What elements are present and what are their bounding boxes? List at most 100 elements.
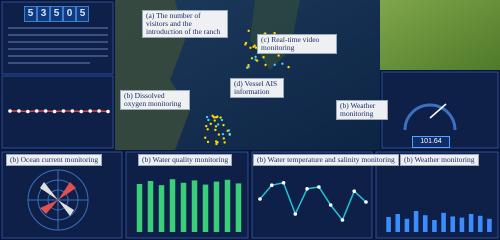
oxygen-line-point: [26, 109, 30, 114]
oxygen-line-point: [43, 109, 48, 113]
vessel: [273, 63, 276, 66]
vessel: [206, 128, 209, 131]
vessel: [227, 129, 231, 132]
counter-digit: 5: [50, 6, 63, 22]
weather-bar: [477, 215, 483, 232]
oxygen-line-point: [97, 109, 101, 113]
vessel: [217, 133, 221, 136]
oxygen-line-point: [106, 109, 110, 114]
annotation: (b) Water quality monitoring: [138, 154, 233, 166]
annotation: (b) Dissolved oxygen monitoring: [120, 90, 190, 110]
vessel: [221, 132, 225, 136]
temperature-line-point: [281, 181, 286, 185]
oxygen-line-point: [88, 109, 92, 113]
temperature-line: [259, 181, 367, 222]
weather-bar: [468, 214, 474, 232]
panel: [1, 1, 114, 75]
oxygen-line-point: [79, 109, 84, 114]
vessel: [215, 142, 218, 146]
annotation: (a) The number of visitors and the intro…: [142, 10, 228, 38]
weather-bar: [395, 214, 401, 232]
vessel: [205, 124, 208, 128]
vessel: [216, 123, 220, 126]
quality-bar: [191, 180, 198, 232]
weather-bar: [413, 211, 419, 232]
vessel: [228, 133, 231, 136]
vessel: [277, 54, 280, 57]
temperature-line-point: [258, 197, 262, 201]
vessel: [264, 63, 267, 67]
vessel: [262, 56, 265, 59]
ocean-current-wedges: [40, 182, 76, 216]
quality-bar: [180, 182, 187, 232]
oxygen-line-point: [70, 109, 75, 113]
vessel: [220, 118, 224, 122]
counter-digit: 3: [37, 6, 50, 22]
vessel: [254, 46, 258, 49]
vessel: [205, 115, 209, 119]
vessel: [211, 114, 214, 118]
temperature-line-point: [352, 189, 357, 193]
vessel: [214, 140, 218, 143]
temperature-line-point: [328, 203, 333, 207]
annotation: (d) Vessel AIS information: [230, 78, 284, 98]
temperature-line-point: [269, 183, 274, 187]
video: [380, 0, 500, 70]
vessel: [247, 63, 250, 67]
vessel: [281, 62, 284, 65]
oxygen-line-point: [52, 109, 57, 114]
vessel: [209, 122, 212, 126]
oxygen-line-point: [17, 109, 21, 113]
gauge: [403, 103, 457, 131]
weather-bar: [386, 217, 391, 232]
temperature-line-point: [305, 187, 309, 191]
temperature-line-point: [364, 200, 368, 204]
weather-bar: [459, 217, 465, 232]
quality-bar: [213, 181, 220, 232]
vessel: [223, 141, 226, 144]
weather-bar: [441, 212, 446, 232]
vessel: [287, 65, 290, 69]
annotation: (b) Weather monitoring: [336, 100, 388, 120]
vessel: [206, 140, 210, 144]
annotation: (b) Water temperature and salinity monit…: [253, 154, 399, 166]
vessel: [214, 125, 218, 128]
vessel: [219, 116, 222, 119]
vessel: [253, 44, 256, 47]
vessel: [214, 116, 218, 119]
quality-bar: [158, 185, 165, 232]
weather-bar: [422, 215, 428, 232]
vessel: [249, 46, 252, 49]
weather-bar: [432, 220, 437, 232]
vessel: [244, 43, 247, 46]
annotation: (c) Real-time video monitoring: [257, 34, 337, 54]
annotation: (b) Ocean current monitoring: [6, 154, 103, 166]
counter-digit: 5: [76, 6, 89, 22]
temperature-line-point: [293, 212, 298, 216]
quality-bar: [202, 184, 209, 232]
gauge-needle: [429, 103, 447, 119]
oxygen-line-point: [8, 109, 12, 113]
intro-text: [8, 27, 108, 64]
vessel: [213, 119, 216, 122]
weather-bar: [450, 216, 456, 232]
oxygen-line-point: [34, 109, 39, 113]
quality-bar: [136, 184, 143, 232]
ocean-current-rose: [27, 169, 89, 231]
oxygen-line-point: [61, 109, 66, 113]
temperature-line-point: [317, 185, 321, 189]
vessel: [255, 59, 259, 62]
counter-digit: 0: [63, 6, 76, 22]
counter-digit: 5: [24, 6, 37, 22]
vessel: [222, 137, 225, 140]
weather-bar: [404, 218, 410, 232]
vessel: [254, 55, 257, 59]
vessel: [247, 29, 250, 33]
quality-bar: [235, 183, 242, 232]
vessel: [222, 123, 225, 127]
quality-bar: [224, 179, 231, 232]
quality-bar: [169, 179, 176, 232]
vessel: [247, 65, 250, 69]
